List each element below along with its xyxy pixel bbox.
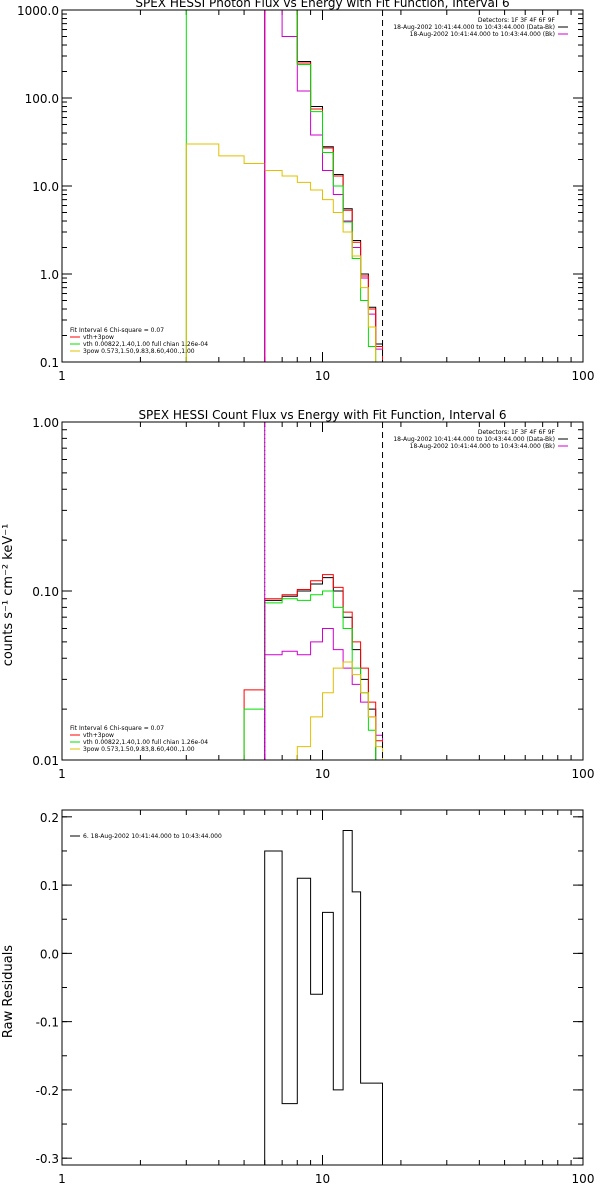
y-tick-label: 0.2	[40, 811, 59, 825]
y-tick-label: 1.00	[32, 416, 59, 430]
plot-1: SPEX HESSI Photon Flux vs Energy with Fi…	[17, 0, 594, 383]
y-tick-label: 0.01	[32, 754, 59, 768]
series-line-4	[243, 590, 383, 760]
legend-right-text: 18-Aug-2002 10:41:44.000 to 10:43:44.000…	[410, 443, 555, 450]
series-line-1	[264, 830, 383, 1165]
y-tick-label: 1000.0	[17, 4, 59, 18]
series-group	[243, 574, 390, 760]
x-tick-label: 10	[315, 1172, 330, 1186]
legend-right-text: 18-Aug-2002 10:41:44.000 to 10:43:44.000…	[410, 31, 555, 38]
series-line-5	[281, 661, 383, 760]
legend-left-text: Fit Interval 6 Chi-square = 0.07	[70, 725, 164, 732]
series-line-4	[185, 10, 383, 362]
y-axis-label: counts s⁻¹ cm⁻² keV⁻¹	[1, 524, 16, 667]
series-line-1	[264, 577, 383, 760]
series-line-3	[264, 10, 390, 362]
legend-left-text: vth+3pow	[83, 334, 114, 341]
series-line-2	[264, 10, 383, 362]
y-tick-label: 0.1	[40, 356, 59, 370]
plot-3: Raw Residuals 1 10 100 -0.3 -0.2 -0.1 0.0 0.1 0.2…	[1, 809, 595, 1186]
y-tick-label: 0.10	[32, 585, 59, 599]
x-tick-label: 1	[58, 369, 66, 383]
legend-left-text: 6. 18-Aug-2002 10:41:44.000 to 10:43:44.…	[83, 833, 222, 840]
chart-title: SPEX HESSI Count Flux vs Energy with Fit…	[138, 408, 506, 422]
y-tick-label: 10.0	[32, 180, 59, 194]
y-tick-label: -0.3	[36, 1152, 59, 1166]
legend-right-text: 18-Aug-2002 10:41:44.000 to 10:43:44.000…	[393, 24, 555, 31]
chart-title: SPEX HESSI Photon Flux vs Energy with Fi…	[135, 0, 509, 10]
series-line-5	[185, 143, 383, 362]
plot-frame	[61, 421, 584, 761]
y-tick-label: -0.1	[36, 1016, 59, 1030]
y-axis-label: Raw Residuals	[1, 945, 16, 1038]
plot-frame	[61, 809, 584, 1166]
y-tick-label: -0.2	[36, 1084, 59, 1098]
y-tick-label: 100.0	[25, 92, 59, 106]
x-tick-label: 1	[58, 1172, 66, 1186]
y-tick-label: 0.1	[40, 879, 59, 893]
series-group	[185, 10, 390, 362]
x-tick-label: 100	[572, 369, 595, 383]
x-tick-label: 1	[58, 767, 66, 781]
y-tick-label: 1.0	[40, 268, 59, 282]
legend-left-text: Fit Interval 6 Chi-square = 0.07	[70, 327, 164, 334]
legend-left-text: vth 0.00822,1.40,1.00 full chian 1.26e-0…	[83, 341, 208, 348]
x-tick-label: 10	[315, 767, 330, 781]
legend-right-text: Detectors: 1F 3F 4F 6F 9F	[478, 17, 556, 24]
legend-right-text: Detectors: 1F 3F 4F 6F 9F	[478, 429, 556, 436]
series-group	[264, 830, 383, 1165]
x-tick-label: 10	[315, 369, 330, 383]
y-tick-label: 0.0	[40, 947, 59, 961]
plot-frame	[61, 9, 584, 363]
legend-left-text: vth 0.00822,1.40,1.00 full chian 1.26e-0…	[83, 739, 208, 746]
series-line-2	[264, 628, 383, 760]
legend-left-text: vth+3pow	[83, 732, 114, 739]
series-line-1	[264, 10, 390, 362]
x-tick-label: 100	[572, 767, 595, 781]
plot-2: SPEX HESSI Count Flux vs Energy with Fit…	[1, 408, 594, 781]
x-tick-label: 100	[572, 1172, 595, 1186]
legend-right-text: 18-Aug-2002 10:41:44.000 to 10:43:44.000…	[393, 436, 555, 443]
legend-left-text: 3pow 0.573,1.50,9.83,8.60,400.,1.00	[83, 746, 195, 753]
legend-left-text: 3pow 0.573,1.50,9.83,8.60,400.,1.00	[83, 348, 195, 355]
